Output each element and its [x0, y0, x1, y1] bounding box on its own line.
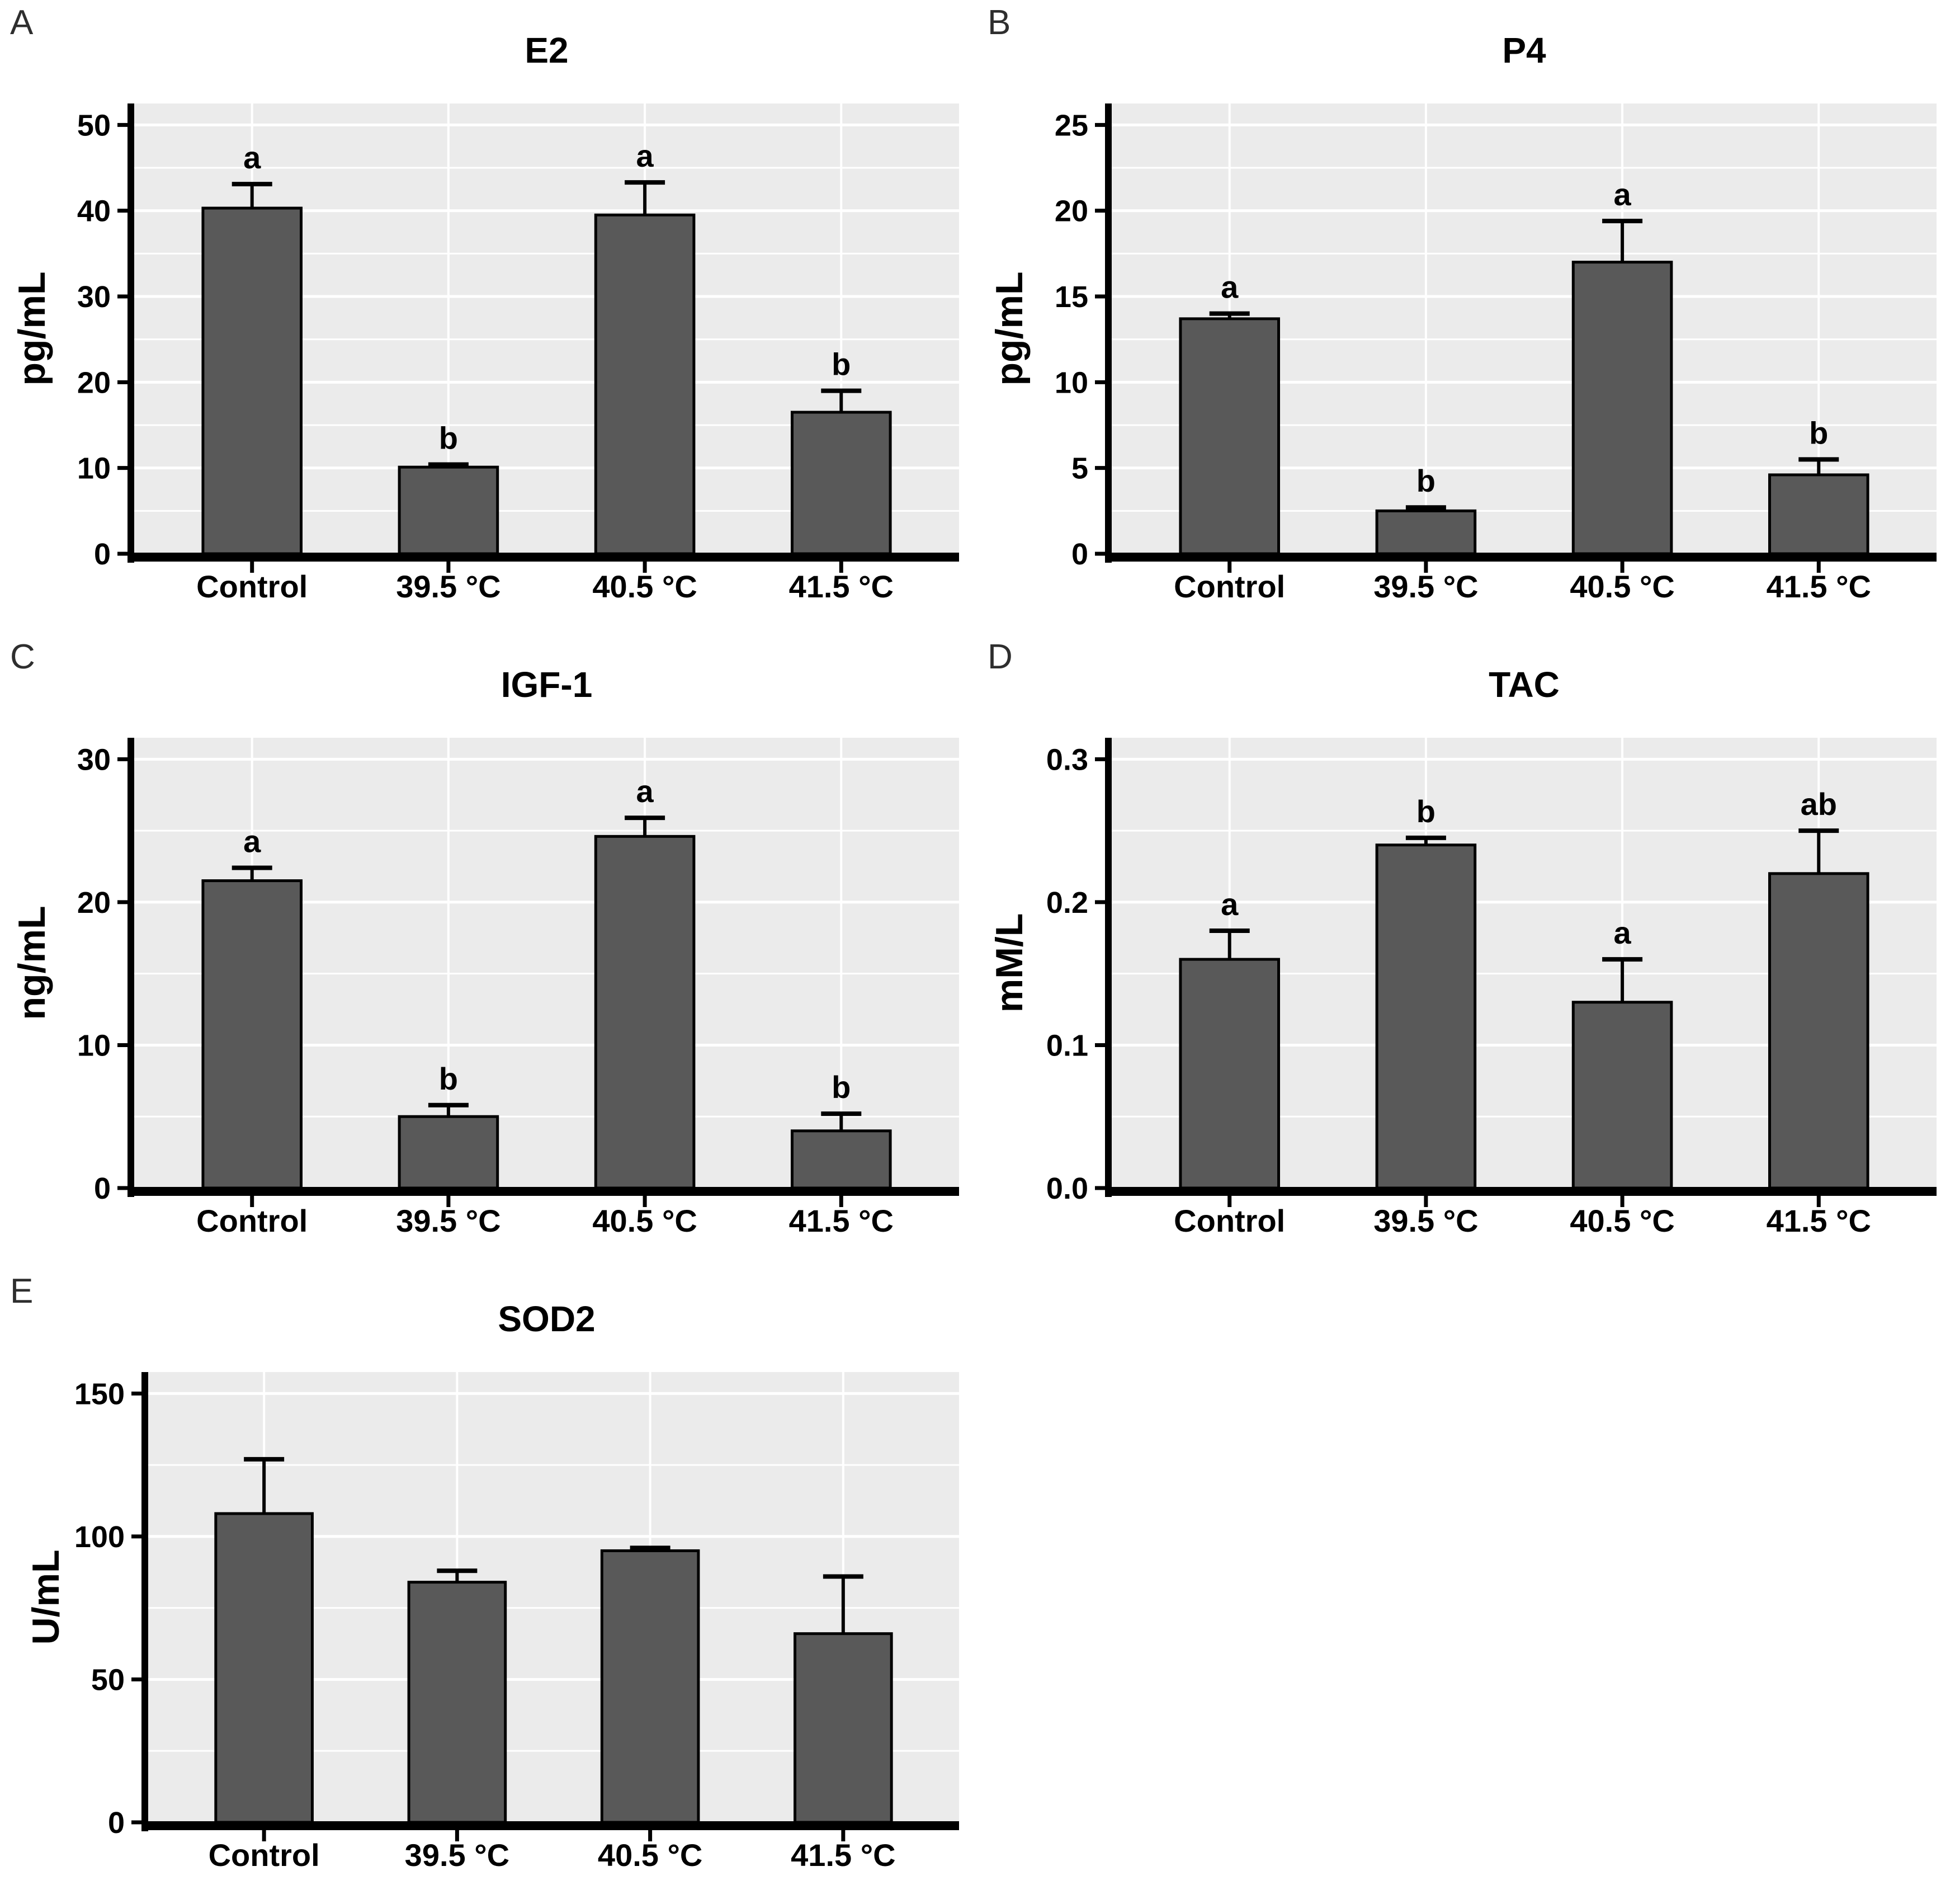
svg-text:0.2: 0.2 [1046, 886, 1088, 920]
svg-text:b: b [1809, 415, 1828, 450]
svg-text:39.5 °C: 39.5 °C [1373, 1203, 1478, 1238]
panel-c: C IGF-1 a b a b 0 10 20 30 Control 39.5 °C 40.5 °C… [0, 634, 978, 1269]
svg-text:0: 0 [94, 1172, 111, 1205]
chart-title-p4: P4 [1502, 30, 1546, 70]
svg-text:pg/mL: pg/mL [988, 272, 1031, 386]
svg-text:a: a [1221, 887, 1239, 922]
panel-b: B P4 a b a b 0 5 10 15 20 25 Control 39.5 °C 40.5 °C… [978, 0, 1955, 634]
svg-text:20: 20 [77, 886, 111, 920]
svg-text:0: 0 [94, 538, 111, 571]
svg-text:5: 5 [1071, 452, 1088, 486]
svg-text:20: 20 [77, 366, 111, 399]
svg-text:a: a [1221, 270, 1239, 305]
svg-text:150: 150 [74, 1377, 125, 1411]
svg-text:a: a [243, 140, 261, 175]
svg-text:Control: Control [1174, 569, 1285, 604]
chart-svg-IGF-1: a b a b 0 10 20 30 Control 39.5 °C 40.5 °C 41.5 °C n… [11, 738, 959, 1238]
svg-text:Control: Control [196, 1203, 308, 1238]
svg-text:41.5 °C: 41.5 °C [1767, 569, 1871, 604]
svg-text:10: 10 [77, 452, 111, 486]
svg-text:a: a [636, 138, 654, 173]
chart-title-igf1: IGF-1 [500, 664, 593, 705]
svg-text:a: a [1614, 177, 1632, 212]
svg-text:41.5 °C: 41.5 °C [789, 1203, 894, 1238]
svg-text:Control: Control [1174, 1203, 1285, 1238]
svg-text:ng/mL: ng/mL [11, 906, 53, 1020]
panel-e: E SOD2 0 50 100 150 Control 39.5 °C 40.5 °C 41.… [0, 1269, 978, 1904]
svg-text:25: 25 [1055, 109, 1088, 142]
svg-text:b: b [439, 1061, 458, 1096]
bar-chart-tac: a b a ab 0.0 0.1 0.2 0.3 Control 39.5 °C 40.5 °C 41… [978, 634, 1955, 1269]
bar-chart-p4: a b a b 0 5 10 15 20 25 Control 39.5 °C 40.5 °C 41.5 … [978, 0, 1955, 634]
svg-text:b: b [1416, 794, 1435, 829]
svg-text:39.5 °C: 39.5 °C [396, 569, 500, 604]
panel-label-e: E [10, 1272, 34, 1311]
empty-cell [978, 1269, 1955, 1904]
svg-text:b: b [832, 347, 851, 382]
svg-text:b: b [832, 1069, 851, 1105]
chart-title-sod2: SOD2 [498, 1299, 596, 1339]
panel-d: D TAC a b a ab 0.0 0.1 0.2 0.3 Control 39.5 °C 40.… [978, 634, 1955, 1269]
svg-text:ab: ab [1801, 786, 1837, 822]
chart-svg-E2: a b a b 0 10 20 30 40 50 Control 39.5 °C 40.5 °C 41.5… [11, 103, 959, 604]
svg-text:pg/mL: pg/mL [11, 272, 53, 386]
chart-svg-P4: a b a b 0 5 10 15 20 25 Control 39.5 °C 40.5 °C 41.5 … [988, 103, 1937, 604]
svg-text:40.5 °C: 40.5 °C [1570, 1203, 1674, 1238]
svg-text:39.5 °C: 39.5 °C [1373, 569, 1478, 604]
panel-label-a: A [10, 3, 34, 42]
svg-text:41.5 °C: 41.5 °C [789, 569, 894, 604]
svg-text:50: 50 [91, 1663, 125, 1696]
chart-title-tac: TAC [1489, 664, 1560, 705]
svg-text:b: b [1416, 463, 1435, 498]
panel-label-b: B [988, 3, 1011, 42]
svg-text:a: a [1614, 915, 1632, 950]
svg-text:0.0: 0.0 [1046, 1172, 1088, 1205]
panel-label-c: C [10, 638, 35, 676]
svg-text:Control: Control [209, 1837, 320, 1873]
panel-a: A E2 a b a b 0 10 20 30 40 50 Control 39.5 °C 40.5 °… [0, 0, 978, 634]
svg-text:30: 30 [77, 280, 111, 314]
bar-chart-sod2: 0 50 100 150 Control 39.5 °C 40.5 °C 41.5 °C U/m… [0, 1269, 978, 1903]
svg-text:41.5 °C: 41.5 °C [791, 1837, 895, 1873]
chart-svg-SOD2: 0 50 100 150 Control 39.5 °C 40.5 °C 41.5 °C U/m… [25, 1372, 959, 1873]
svg-text:40.5 °C: 40.5 °C [592, 1203, 697, 1238]
svg-text:40.5 °C: 40.5 °C [598, 1837, 702, 1873]
svg-text:15: 15 [1055, 280, 1088, 314]
chart-title-e2: E2 [525, 30, 569, 70]
bar-chart-e2: a b a b 0 10 20 30 40 50 Control 39.5 °C 40.5 °C 41.5… [0, 0, 978, 634]
svg-text:100: 100 [74, 1520, 125, 1554]
svg-text:U/mL: U/mL [25, 1550, 67, 1645]
panel-label-d: D [988, 638, 1013, 676]
svg-text:0.3: 0.3 [1046, 743, 1088, 776]
svg-text:20: 20 [1055, 195, 1088, 228]
svg-text:0: 0 [108, 1806, 125, 1840]
bar-chart-igf1: a b a b 0 10 20 30 Control 39.5 °C 40.5 °C 41.5 °C n… [0, 634, 978, 1269]
svg-text:50: 50 [77, 109, 111, 142]
svg-text:41.5 °C: 41.5 °C [1767, 1203, 1871, 1238]
svg-text:40: 40 [77, 195, 111, 228]
svg-text:10: 10 [1055, 366, 1088, 399]
svg-text:39.5 °C: 39.5 °C [405, 1837, 509, 1873]
svg-text:10: 10 [77, 1029, 111, 1062]
svg-text:a: a [636, 774, 654, 809]
svg-text:0.1: 0.1 [1046, 1029, 1088, 1062]
svg-text:0: 0 [1071, 538, 1088, 571]
svg-text:mM/L: mM/L [988, 913, 1031, 1013]
svg-text:Control: Control [196, 569, 308, 604]
svg-text:b: b [439, 421, 458, 456]
svg-text:39.5 °C: 39.5 °C [396, 1203, 500, 1238]
svg-text:a: a [243, 824, 261, 859]
svg-text:30: 30 [77, 743, 111, 776]
svg-text:40.5 °C: 40.5 °C [592, 569, 697, 604]
svg-text:40.5 °C: 40.5 °C [1570, 569, 1674, 604]
